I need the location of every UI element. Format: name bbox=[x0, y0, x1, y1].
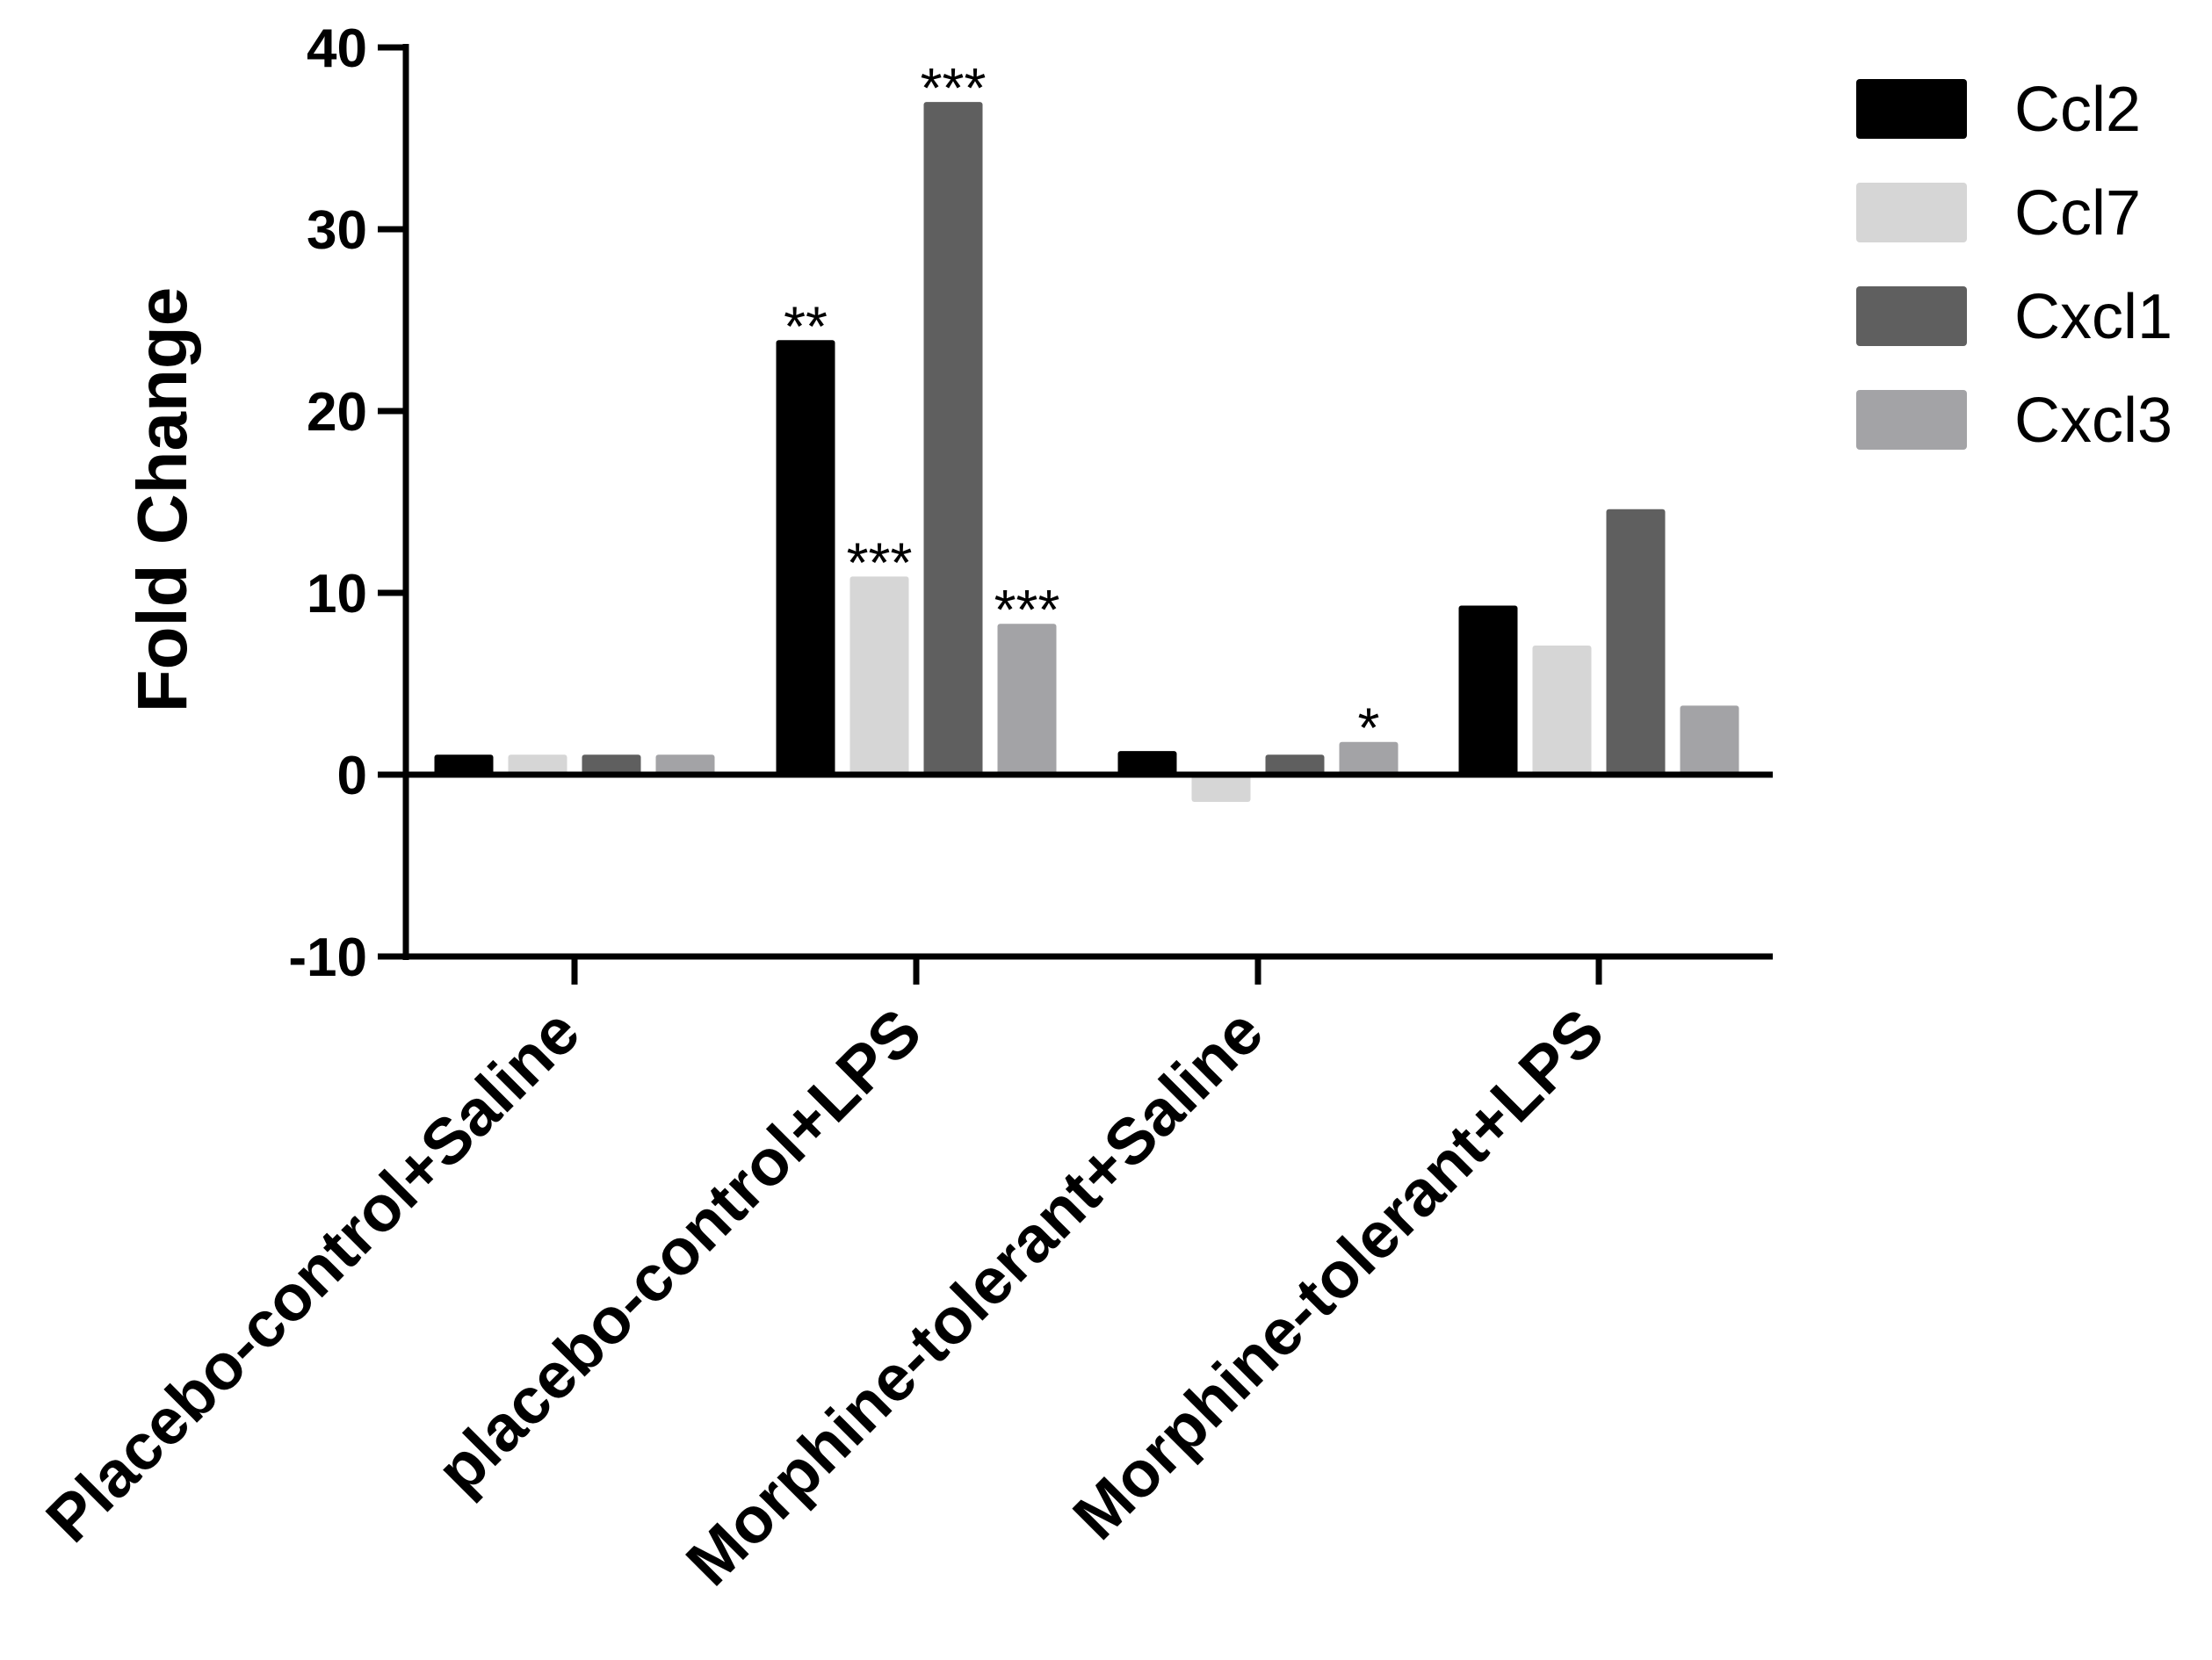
bar-ccl2-3 bbox=[1117, 751, 1177, 775]
bar-ccl7-1 bbox=[508, 754, 567, 775]
bar-cxcl1-3 bbox=[1265, 754, 1325, 775]
bar-cxcl3-2 bbox=[997, 624, 1057, 775]
legend-label-cxcl3: Cxcl3 bbox=[2014, 386, 2172, 456]
legend-swatch-ccl7 bbox=[1856, 183, 1967, 242]
bar-cxcl3-4 bbox=[1680, 705, 1739, 775]
bar-ccl2-2 bbox=[776, 340, 835, 775]
legend-label-ccl2: Ccl2 bbox=[2014, 75, 2141, 145]
y-axis-label: Fold Change bbox=[123, 287, 201, 712]
bar-cxcl1-4 bbox=[1606, 509, 1666, 775]
x-category-label: Morphine-tolerant+Saline bbox=[672, 995, 1276, 1599]
y-tick-label: -10 bbox=[288, 927, 367, 988]
bar-cxcl3-1 bbox=[655, 754, 715, 775]
legend-swatch-cxcl3 bbox=[1856, 390, 1967, 450]
legend-label-ccl7: Ccl7 bbox=[2014, 178, 2141, 249]
bar-ccl7-4 bbox=[1532, 646, 1592, 775]
y-tick-label: 20 bbox=[307, 382, 367, 443]
bar-ccl2-1 bbox=[434, 754, 494, 775]
significance-cxcl1-2: *** bbox=[921, 56, 987, 119]
bars-layer bbox=[434, 102, 1739, 803]
significance-layer: ************ bbox=[784, 56, 1379, 760]
bar-cxcl3-3 bbox=[1339, 741, 1399, 775]
bar-ccl7-3 bbox=[1191, 775, 1251, 803]
bar-cxcl1-1 bbox=[582, 754, 641, 775]
y-ticks: -10 0 10 20 30 40 bbox=[288, 18, 406, 988]
legend-swatch-cxcl1 bbox=[1856, 286, 1967, 346]
bar-ccl7-2 bbox=[849, 576, 909, 775]
bar-ccl2-4 bbox=[1458, 605, 1518, 775]
axes-layer bbox=[402, 44, 1773, 985]
bar-cxcl1-2 bbox=[923, 102, 983, 776]
y-tick-label: 10 bbox=[307, 564, 367, 624]
x-category-labels: Placebo-control+Salineplacebo-control+LP… bbox=[33, 995, 1618, 1599]
significance-ccl7-2: *** bbox=[847, 530, 913, 594]
y-tick-label: 30 bbox=[307, 200, 367, 261]
legend: Ccl2 Ccl7 Cxcl1 Cxcl3 bbox=[1856, 75, 2172, 456]
y-tick-label: 40 bbox=[307, 18, 367, 79]
significance-cxcl3-2: *** bbox=[994, 578, 1060, 641]
y-tick-label: 0 bbox=[337, 746, 367, 806]
legend-swatch-ccl2 bbox=[1856, 79, 1967, 139]
legend-label-cxcl1: Cxcl1 bbox=[2014, 282, 2172, 352]
significance-cxcl3-3: * bbox=[1358, 696, 1380, 760]
significance-ccl2-2: ** bbox=[784, 294, 828, 357]
